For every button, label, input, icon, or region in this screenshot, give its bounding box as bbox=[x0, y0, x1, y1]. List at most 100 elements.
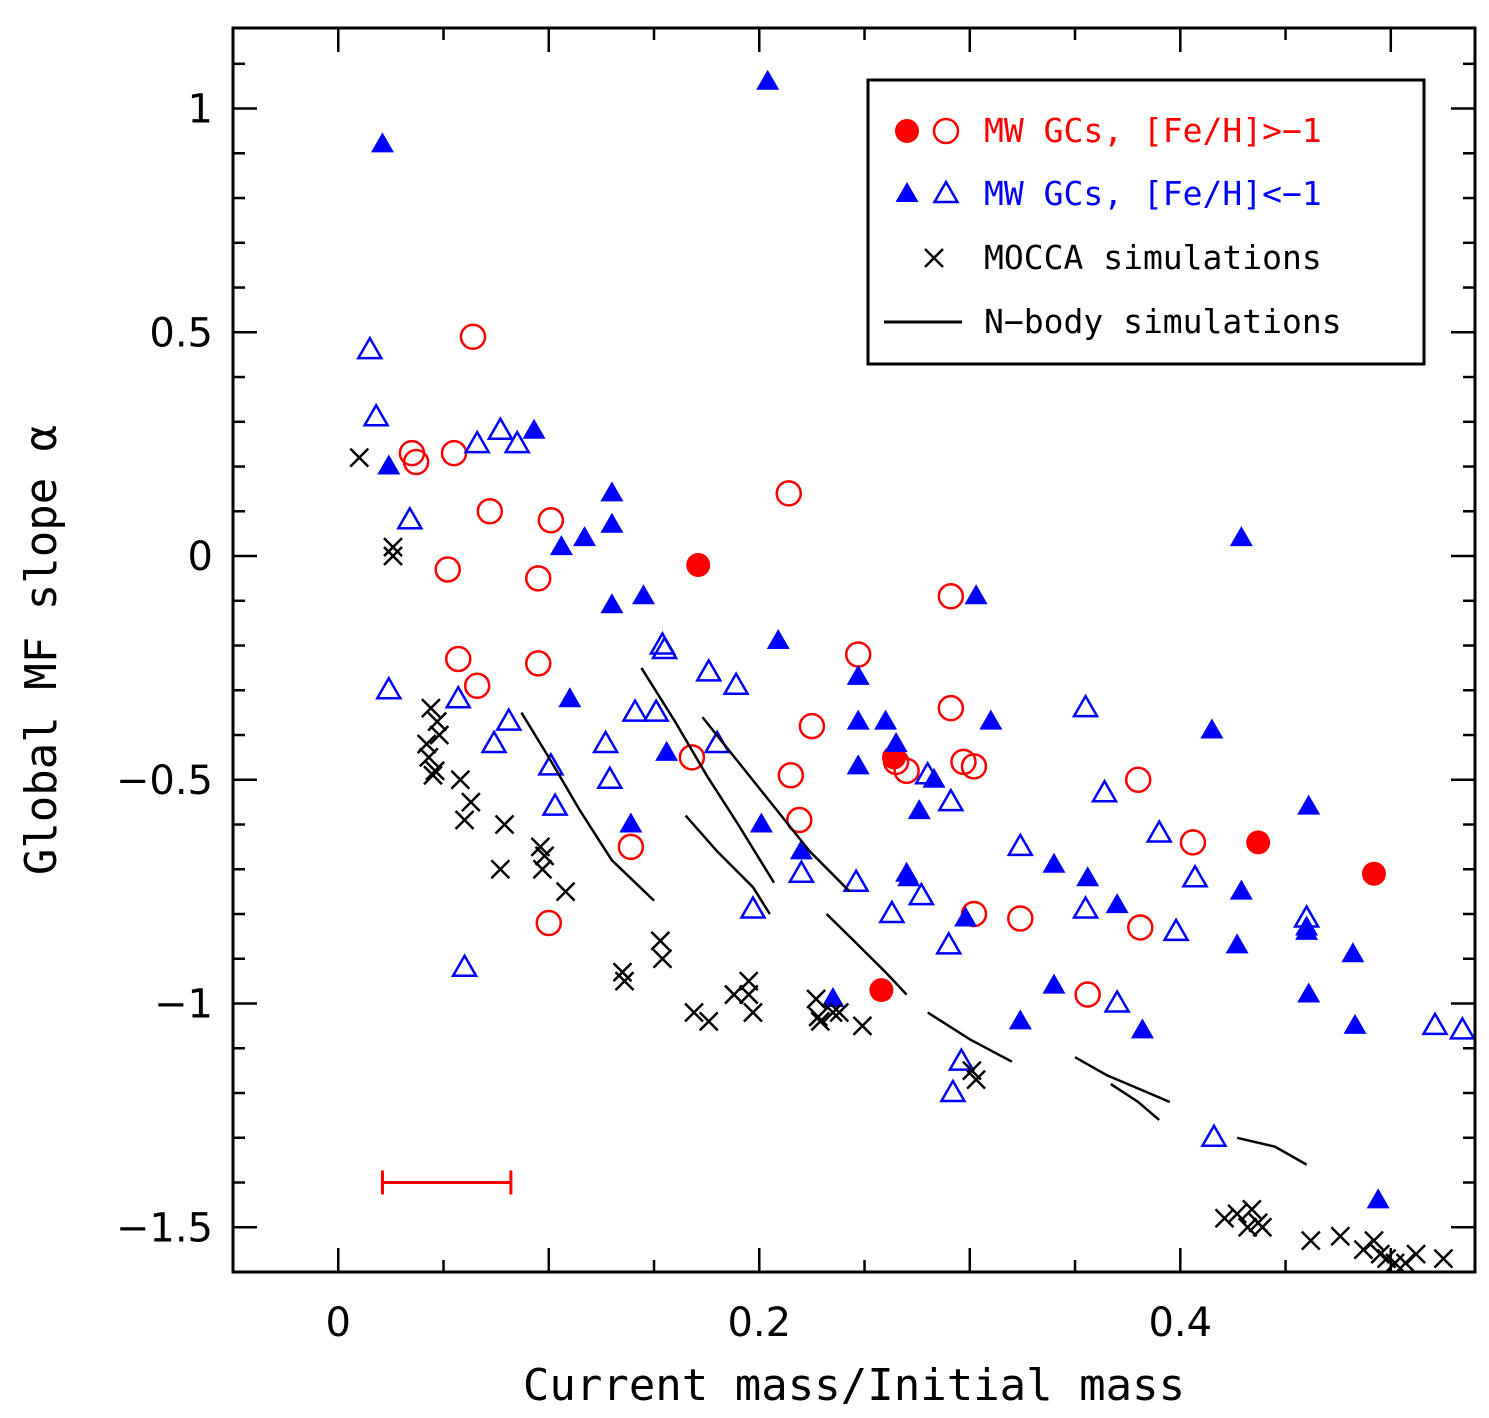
legend-entry-mocca: MOCCA simulations bbox=[924, 238, 1322, 277]
data-point-filled-triangle bbox=[884, 731, 908, 752]
nbody-line bbox=[1110, 1083, 1161, 1121]
data-point-cross bbox=[420, 698, 441, 719]
data-point-filled-triangle bbox=[619, 812, 643, 833]
nbody-line bbox=[1236, 1136, 1308, 1166]
legend-symbols-mw-metal-rich bbox=[895, 117, 960, 145]
nbody-line bbox=[684, 814, 771, 915]
cross-stroke bbox=[684, 1002, 704, 1023]
data-point-open-triangle bbox=[450, 953, 479, 977]
cross-stroke bbox=[1252, 1217, 1273, 1238]
data-point-cross bbox=[1433, 1248, 1454, 1269]
cross-stroke bbox=[532, 859, 553, 880]
data-point-cross bbox=[650, 930, 671, 951]
data-point-open-triangle bbox=[1200, 1123, 1228, 1148]
data-point-open-triangle bbox=[1006, 832, 1034, 857]
data-point-open-triangle bbox=[695, 657, 723, 682]
data-point-open-circle bbox=[798, 712, 826, 740]
data-point-open-circle bbox=[617, 833, 645, 861]
data-point-filled-triangle bbox=[1225, 933, 1249, 954]
data-point-cross bbox=[738, 984, 759, 1005]
data-point-filled-triangle bbox=[1343, 1013, 1367, 1034]
data-point-open-triangle bbox=[596, 765, 624, 790]
series-filled-triangle bbox=[370, 69, 1390, 1209]
data-point-cross bbox=[614, 971, 635, 992]
x-tick-label: 0.2 bbox=[727, 1300, 791, 1346]
y-axis-title: Global MF slope α bbox=[16, 425, 67, 875]
legend-marker-open-circle bbox=[932, 117, 960, 145]
data-point-cross bbox=[425, 760, 445, 781]
x-tick-label: 0 bbox=[326, 1300, 351, 1346]
data-point-filled-triangle bbox=[907, 799, 931, 820]
cross-stroke bbox=[420, 698, 441, 719]
data-point-open-circle bbox=[402, 448, 430, 476]
cross-stroke bbox=[966, 1069, 986, 1090]
data-point-open-circle bbox=[893, 757, 920, 785]
x-tick-label: 0.4 bbox=[1148, 1300, 1212, 1346]
data-point-cross bbox=[1300, 1230, 1321, 1251]
legend: MW GCs, [Fe/H]>−1 MW GCs, [Fe/H]<−1 MOCC… bbox=[866, 78, 1426, 366]
data-point-filled-triangle bbox=[821, 987, 845, 1008]
data-point-cross bbox=[1406, 1244, 1426, 1264]
data-point-open-triangle bbox=[787, 859, 816, 883]
data-point-cross bbox=[349, 447, 370, 468]
series-open-triangle bbox=[356, 335, 1477, 1148]
data-point-filled-triangle bbox=[846, 709, 870, 730]
cross-stroke bbox=[425, 760, 445, 781]
cross-stroke bbox=[494, 814, 515, 835]
data-marks bbox=[349, 69, 1477, 1273]
cross-stroke bbox=[652, 948, 673, 969]
data-point-open-triangle bbox=[396, 505, 424, 530]
cross-stroke bbox=[534, 845, 555, 866]
data-point-filled-triangle bbox=[600, 512, 624, 533]
nbody-line bbox=[1074, 1056, 1171, 1104]
data-point-filled-triangle bbox=[1341, 942, 1365, 963]
legend-entry-mw-metal-rich: MW GCs, [Fe/H]>−1 bbox=[895, 111, 1322, 150]
legend-symbols-mw-metal-poor bbox=[895, 179, 960, 204]
cross-stroke bbox=[808, 1007, 829, 1027]
data-point-open-triangle bbox=[1090, 778, 1119, 803]
legend-label-mw-metal-rich: MW GCs, [Fe/H]>−1 bbox=[984, 111, 1322, 150]
data-point-open-circle bbox=[1124, 766, 1152, 794]
cross-stroke bbox=[423, 765, 443, 786]
data-point-open-triangle bbox=[937, 787, 965, 812]
data-point-open-circle bbox=[1007, 905, 1034, 932]
series-cross bbox=[349, 447, 1454, 1273]
data-point-filled-triangle bbox=[558, 687, 582, 708]
cross-stroke bbox=[962, 1060, 982, 1081]
data-point-cross bbox=[808, 1007, 829, 1027]
cross-stroke bbox=[530, 837, 551, 857]
plot-frame bbox=[231, 26, 1477, 1274]
data-point-open-circle bbox=[434, 556, 461, 583]
data-point-open-triangle bbox=[878, 899, 906, 924]
data-point-open-triangle bbox=[1421, 1011, 1449, 1036]
nbody-line bbox=[520, 711, 655, 902]
data-point-cross bbox=[490, 859, 511, 880]
data-point-open-circle bbox=[524, 565, 552, 592]
data-point-filled-triangle bbox=[756, 69, 780, 90]
data-point-cross bbox=[460, 792, 481, 813]
data-point-cross bbox=[1364, 1230, 1384, 1251]
cross-stroke bbox=[454, 810, 475, 830]
data-point-filled-triangle bbox=[1008, 1009, 1032, 1030]
cross-stroke bbox=[1406, 1244, 1426, 1264]
cross-stroke bbox=[1237, 1217, 1258, 1238]
data-point-open-circle bbox=[775, 480, 802, 507]
data-point-open-circle bbox=[463, 672, 491, 700]
data-point-filled-triangle bbox=[1076, 866, 1100, 887]
cross-stroke bbox=[806, 989, 826, 1009]
data-point-filled-triangle bbox=[1297, 982, 1321, 1003]
series-open-circle bbox=[398, 323, 1207, 1008]
data-point-open-triangle bbox=[486, 416, 515, 440]
data-point-open-triangle bbox=[1103, 989, 1131, 1013]
data-point-filled-circle bbox=[869, 978, 894, 1003]
legend-label-mocca: MOCCA simulations bbox=[984, 238, 1322, 277]
cross-stroke bbox=[924, 248, 944, 268]
cross-stroke bbox=[810, 1011, 831, 1032]
data-point-filled-triangle bbox=[1200, 718, 1224, 739]
data-point-open-triangle bbox=[444, 684, 472, 709]
data-point-cross bbox=[1330, 1226, 1351, 1247]
y-tick-label: −1 bbox=[154, 982, 213, 1028]
data-point-filled-triangle bbox=[600, 593, 624, 614]
data-point-open-circle bbox=[960, 753, 988, 780]
cross-stroke bbox=[829, 1002, 850, 1023]
